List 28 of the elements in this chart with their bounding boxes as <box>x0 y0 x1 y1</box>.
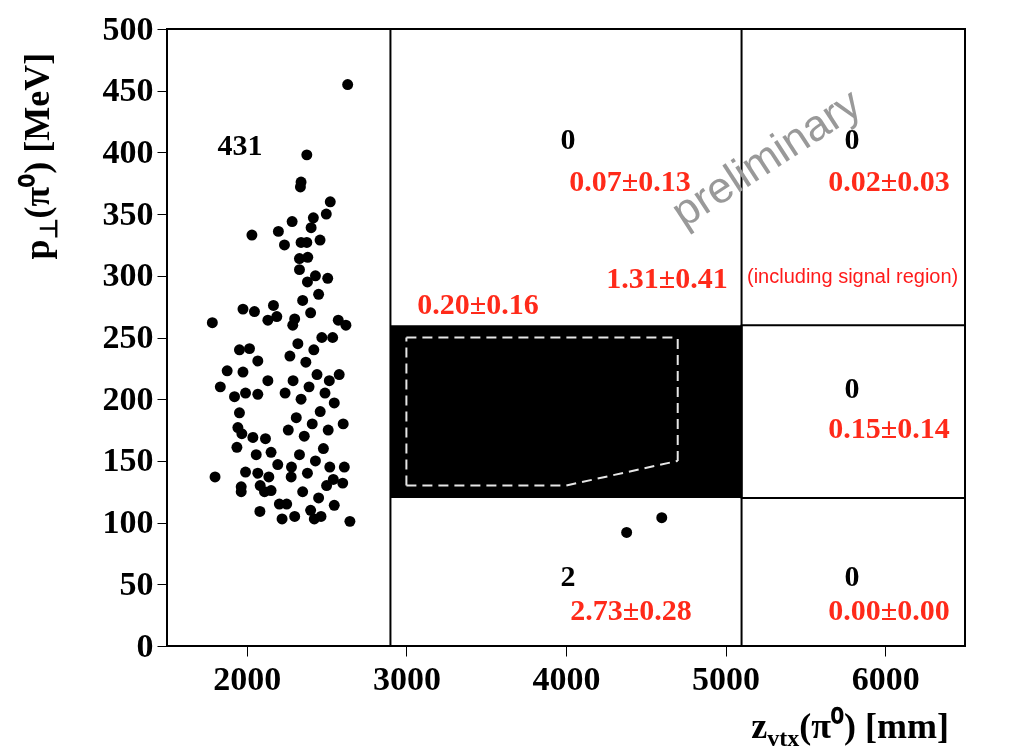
annotation: 2.73±0.28 <box>570 593 692 626</box>
annotation: 0.20±0.16 <box>417 287 539 320</box>
x-tick-label: 3000 <box>372 659 441 697</box>
annotation: 431 <box>217 128 263 161</box>
y-tick-label: 450 <box>102 71 154 109</box>
y-tick-label: 100 <box>102 503 154 541</box>
y-tick-label: 350 <box>102 194 154 232</box>
y-tick-label: 0 <box>136 626 154 664</box>
x-tick-label: 2000 <box>213 659 282 697</box>
x-axis-title: z$_{vtx}$(π⁰) [mm] <box>751 705 949 752</box>
x-tick-label: 6000 <box>851 659 920 697</box>
x-tick-label: 5000 <box>692 659 761 697</box>
annotation: 0 <box>844 371 860 404</box>
y-tick-label: 300 <box>102 256 154 294</box>
y-tick-label: 400 <box>102 132 154 170</box>
x-tick-label: 4000 <box>532 659 601 697</box>
annotation: 2 <box>560 559 576 592</box>
y-tick-label: 200 <box>102 379 154 417</box>
annotation: 1.31±0.41 <box>606 261 728 294</box>
annotation: 0.00±0.00 <box>828 593 950 626</box>
y-tick-label: 250 <box>102 318 154 355</box>
y-tick-label: 150 <box>102 441 154 479</box>
y-tick-label: 500 <box>102 9 154 47</box>
annotation: 0 <box>844 559 860 592</box>
annotation: 0 <box>560 122 576 155</box>
y-tick-label: 50 <box>119 564 154 602</box>
annotation: (including signal region) <box>747 265 959 287</box>
annotation: 0.15±0.14 <box>828 411 950 444</box>
